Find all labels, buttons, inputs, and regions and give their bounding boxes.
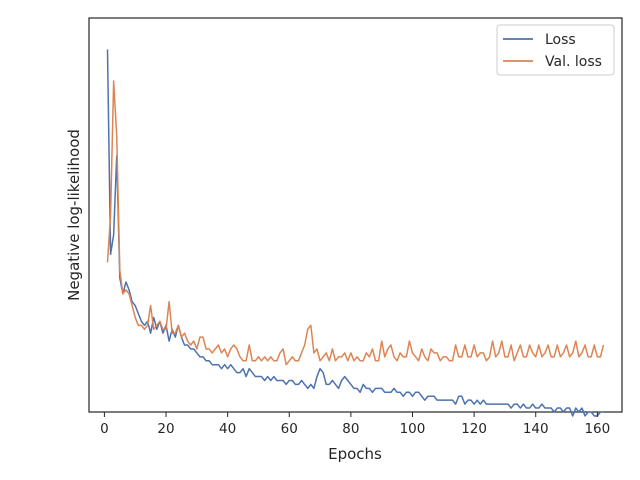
- x-tick-label: 0: [100, 421, 109, 437]
- legend-box: [496, 24, 615, 76]
- legend-label: Val. loss: [545, 54, 602, 70]
- series-line-loss: [106, 49, 604, 417]
- x-tick-label: 20: [157, 421, 174, 437]
- x-tick-label: 120: [461, 421, 487, 437]
- x-tick-label: 140: [523, 421, 549, 437]
- x-axis-label: Epochs: [328, 445, 382, 463]
- x-axis-ticks: 0 20 40 60 80 100 120 140 160: [100, 412, 610, 437]
- x-tick-label: 160: [584, 421, 610, 437]
- x-tick-label: 80: [342, 421, 359, 437]
- x-tick-label: 40: [219, 421, 236, 437]
- x-tick-label: 60: [281, 421, 298, 437]
- series-line-val-loss: [106, 80, 605, 366]
- x-tick-label: 100: [400, 421, 426, 437]
- y-axis-label: Negative log-likelihood: [65, 129, 83, 301]
- plot-area: [88, 17, 623, 413]
- legend: Loss Val. loss: [496, 24, 615, 76]
- plot-frame: [88, 17, 623, 413]
- legend-label: Loss: [545, 32, 576, 48]
- series-layer: [106, 49, 605, 417]
